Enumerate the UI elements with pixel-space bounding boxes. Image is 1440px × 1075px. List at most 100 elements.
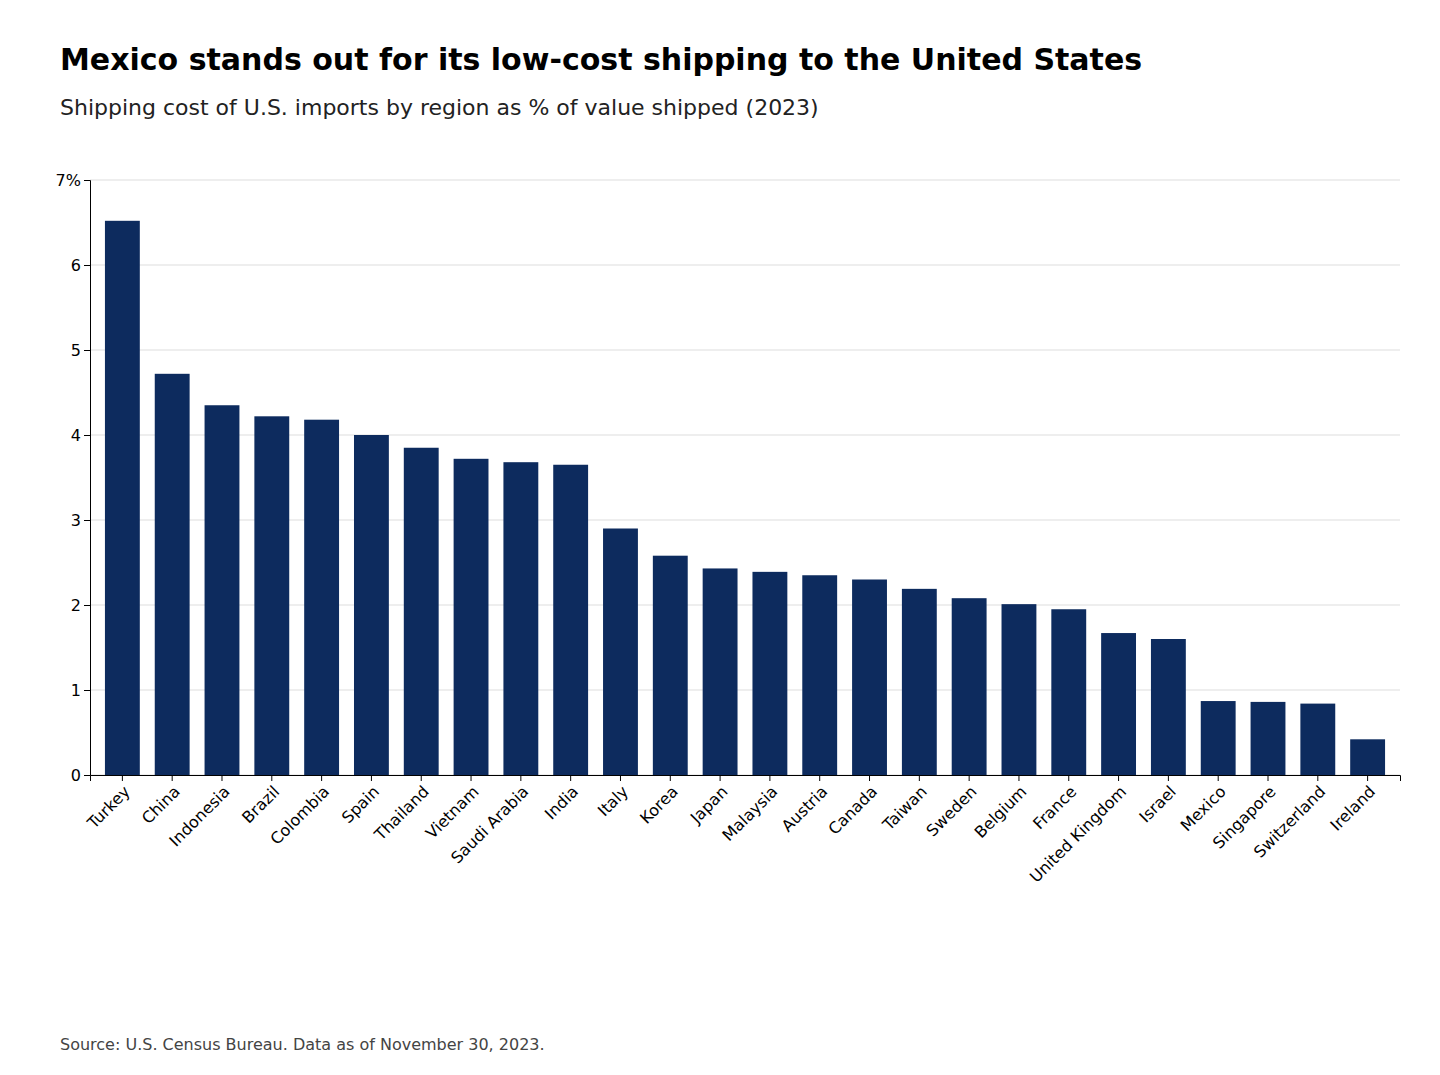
tick-mark bbox=[919, 775, 920, 781]
tick-label: Sweden bbox=[922, 782, 980, 840]
tick-label: India bbox=[541, 782, 582, 823]
bar bbox=[703, 568, 738, 775]
x-tick: Malaysia bbox=[718, 775, 781, 845]
tick-label: Japan bbox=[686, 782, 732, 828]
bar bbox=[1201, 701, 1236, 775]
y-axis: 0 1 2 3 4 5 6 7% bbox=[56, 171, 91, 785]
tick-mark bbox=[321, 775, 322, 781]
tick-mark bbox=[1168, 775, 1169, 781]
x-tick: Brazil bbox=[238, 775, 283, 827]
bar bbox=[802, 575, 837, 775]
tick-label: Belgium bbox=[971, 782, 1031, 842]
tick-mark bbox=[520, 775, 521, 781]
tick-mark bbox=[869, 775, 870, 781]
x-tick: Ireland bbox=[1327, 775, 1380, 835]
x-tick: United Kingdom bbox=[1026, 775, 1130, 886]
tick-label: Colombia bbox=[266, 782, 333, 849]
subtitle: Shipping cost of U.S. imports by region … bbox=[60, 95, 819, 120]
bar bbox=[155, 374, 190, 775]
source: Source: U.S. Census Bureau. Data as of N… bbox=[60, 1035, 545, 1054]
bar bbox=[205, 405, 240, 775]
y-tick: 4 bbox=[71, 426, 90, 445]
tick-mark bbox=[670, 775, 671, 781]
bar bbox=[653, 556, 688, 775]
x-tick: India bbox=[541, 775, 582, 823]
bar bbox=[1101, 633, 1136, 775]
tick-label: Israel bbox=[1135, 782, 1179, 826]
tick-label: Indonesia bbox=[165, 782, 233, 850]
tick-mark bbox=[172, 775, 173, 781]
tick-mark bbox=[1118, 775, 1119, 781]
tick-mark bbox=[84, 690, 90, 691]
grid-line bbox=[90, 350, 1400, 351]
x-tick: Saudi Arabia bbox=[447, 775, 532, 867]
x-tick: Switzerland bbox=[1250, 775, 1329, 861]
tick-mark bbox=[471, 775, 472, 781]
bars bbox=[105, 221, 1385, 775]
tick-label: Thailand bbox=[370, 782, 433, 845]
tick-label: Brazil bbox=[238, 782, 283, 827]
x-tick: Israel bbox=[1135, 775, 1179, 826]
tick-mark bbox=[769, 775, 770, 781]
x-tick: Turkey bbox=[83, 775, 134, 833]
tick-mark bbox=[271, 775, 272, 781]
tick-mark bbox=[84, 775, 90, 776]
bar bbox=[1151, 639, 1186, 775]
tick-mark bbox=[122, 775, 123, 781]
tick-label: Canada bbox=[824, 782, 880, 838]
title: Mexico stands out for its low-cost shipp… bbox=[60, 42, 1142, 77]
y-tick: 6 bbox=[71, 256, 90, 275]
tick-mark bbox=[84, 265, 90, 266]
y-tick: 1 bbox=[71, 681, 90, 700]
tick-mark bbox=[720, 775, 721, 781]
tick-label: 0 bbox=[71, 766, 81, 785]
tick-mark bbox=[1068, 775, 1069, 781]
tick-label: 2 bbox=[71, 596, 81, 615]
y-tick: 5 bbox=[71, 341, 90, 360]
tick-label: Saudi Arabia bbox=[447, 782, 532, 867]
bar bbox=[752, 572, 787, 775]
tick-label: Italy bbox=[594, 782, 632, 820]
bar bbox=[1350, 739, 1385, 775]
x-tick: Belgium bbox=[971, 775, 1031, 842]
tick-mark bbox=[221, 775, 222, 781]
y-tick: 0 bbox=[71, 766, 90, 785]
bar bbox=[254, 416, 289, 775]
tick-label: 3 bbox=[71, 511, 81, 530]
tick-label: 1 bbox=[71, 681, 81, 700]
tick-mark bbox=[969, 775, 970, 781]
x-tick: Spain bbox=[338, 775, 383, 827]
tick-mark bbox=[1317, 775, 1318, 781]
tick-mark bbox=[1018, 775, 1019, 781]
tick-label: Turkey bbox=[83, 782, 134, 833]
x-tick: Austria bbox=[778, 775, 831, 835]
tick-label: 6 bbox=[71, 256, 81, 275]
bar bbox=[1051, 609, 1086, 775]
tick-mark bbox=[819, 775, 820, 781]
x-tick: Canada bbox=[824, 775, 880, 839]
tick-mark bbox=[570, 775, 571, 781]
x-tick: France bbox=[1029, 775, 1080, 833]
bar bbox=[354, 435, 389, 775]
bar bbox=[852, 580, 887, 776]
tick-mark bbox=[84, 605, 90, 606]
tick-label: China bbox=[138, 782, 184, 828]
x-tick: Japan bbox=[686, 775, 732, 828]
tick-mark bbox=[84, 520, 90, 521]
y-tick: 3 bbox=[71, 511, 90, 530]
tick-mark bbox=[84, 180, 90, 181]
tick-label: Korea bbox=[636, 782, 682, 828]
y-tick: 2 bbox=[71, 596, 90, 615]
bar bbox=[1002, 604, 1037, 775]
axis-line bbox=[84, 181, 91, 776]
tick-mark bbox=[421, 775, 422, 781]
x-axis: TurkeyChinaIndonesiaBrazilColombiaSpainT… bbox=[83, 775, 1401, 886]
bar bbox=[404, 448, 439, 775]
tick-label: Ireland bbox=[1327, 782, 1380, 835]
x-tick: Italy bbox=[594, 775, 632, 820]
tick-label: 5 bbox=[71, 341, 81, 360]
bar bbox=[454, 459, 489, 775]
tick-label: 7% bbox=[56, 171, 81, 190]
x-tick: Thailand bbox=[370, 775, 433, 845]
axis-line bbox=[91, 776, 1401, 782]
